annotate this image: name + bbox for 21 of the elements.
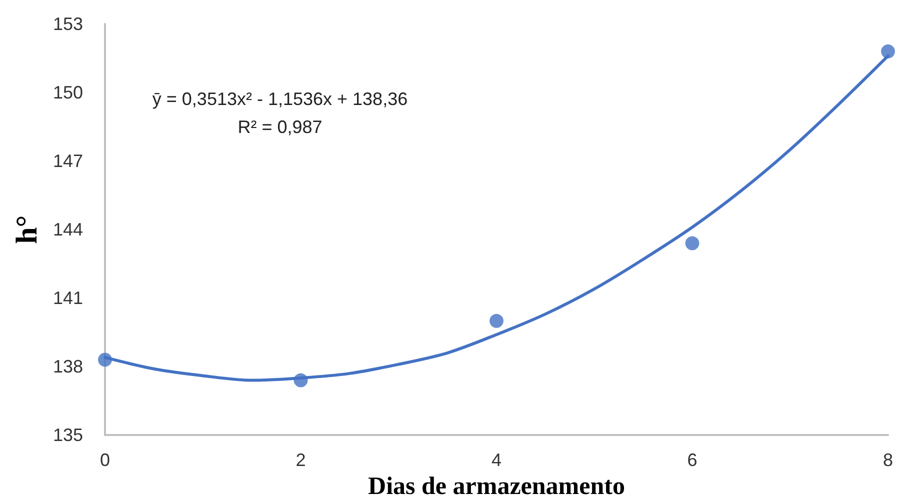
point (685, 236, 700, 250)
x-tick-label: 2 (296, 450, 306, 470)
point (294, 373, 308, 388)
point (881, 44, 895, 58)
y-axis-title: h° (10, 215, 44, 244)
x-tick-label: 6 (687, 450, 698, 470)
point (490, 314, 504, 328)
y-tick-label: 135 (52, 425, 83, 446)
y-tick-label: 150 (52, 82, 83, 103)
y-tick-label: 138 (52, 356, 83, 377)
x-tick-label: 8 (882, 450, 894, 470)
y-tick-label: 144 (52, 220, 83, 240)
y-tick-label: 147 (52, 151, 83, 172)
x-axis-title: Dias de armazenamento (368, 473, 625, 500)
y-tick-label: 141 (52, 288, 83, 308)
annotation: R² = 0,987 (238, 117, 322, 137)
annotation: ȳ = 0,3513x² - 1,1536x + 138,36 (152, 89, 408, 109)
x-tick-label: 0 (100, 450, 110, 470)
point (98, 352, 112, 367)
y-tick-label: 153 (52, 14, 83, 34)
x-tick-label: 4 (491, 450, 502, 470)
